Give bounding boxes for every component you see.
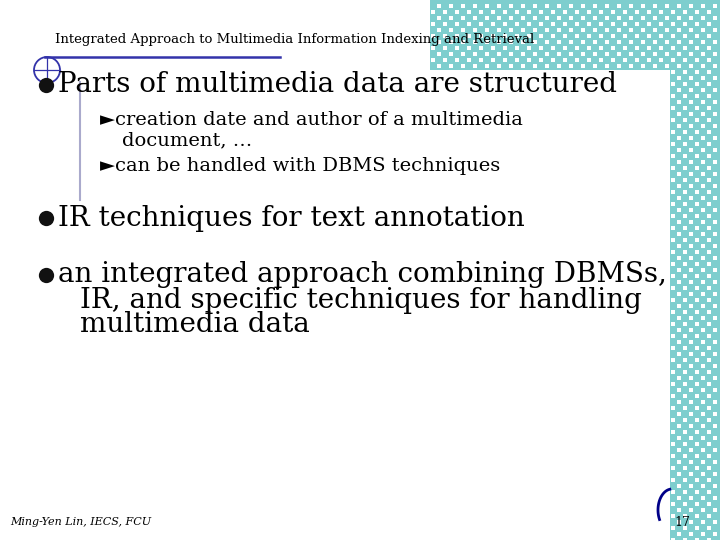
- Text: an integrated approach combining DBMSs,: an integrated approach combining DBMSs,: [58, 261, 667, 288]
- Bar: [430, 0, 720, 70]
- Text: Parts of multimedia data are structured: Parts of multimedia data are structured: [58, 71, 617, 98]
- Text: ►creation date and author of a multimedia: ►creation date and author of a multimedi…: [100, 111, 523, 129]
- Text: IR techniques for text annotation: IR techniques for text annotation: [58, 205, 525, 232]
- Text: IR, and specific techniques for handling: IR, and specific techniques for handling: [80, 287, 642, 314]
- Text: Integrated Approach to Multimedia Information Indexing and Retrieval: Integrated Approach to Multimedia Inform…: [55, 33, 534, 46]
- Bar: [670, 70, 720, 540]
- Text: 17: 17: [674, 516, 690, 529]
- Text: document, …: document, …: [122, 131, 252, 149]
- Text: multimedia data: multimedia data: [80, 312, 310, 339]
- Text: Ming-Yen Lin, IECS, FCU: Ming-Yen Lin, IECS, FCU: [10, 517, 151, 527]
- Text: ►can be handled with DBMS techniques: ►can be handled with DBMS techniques: [100, 157, 500, 175]
